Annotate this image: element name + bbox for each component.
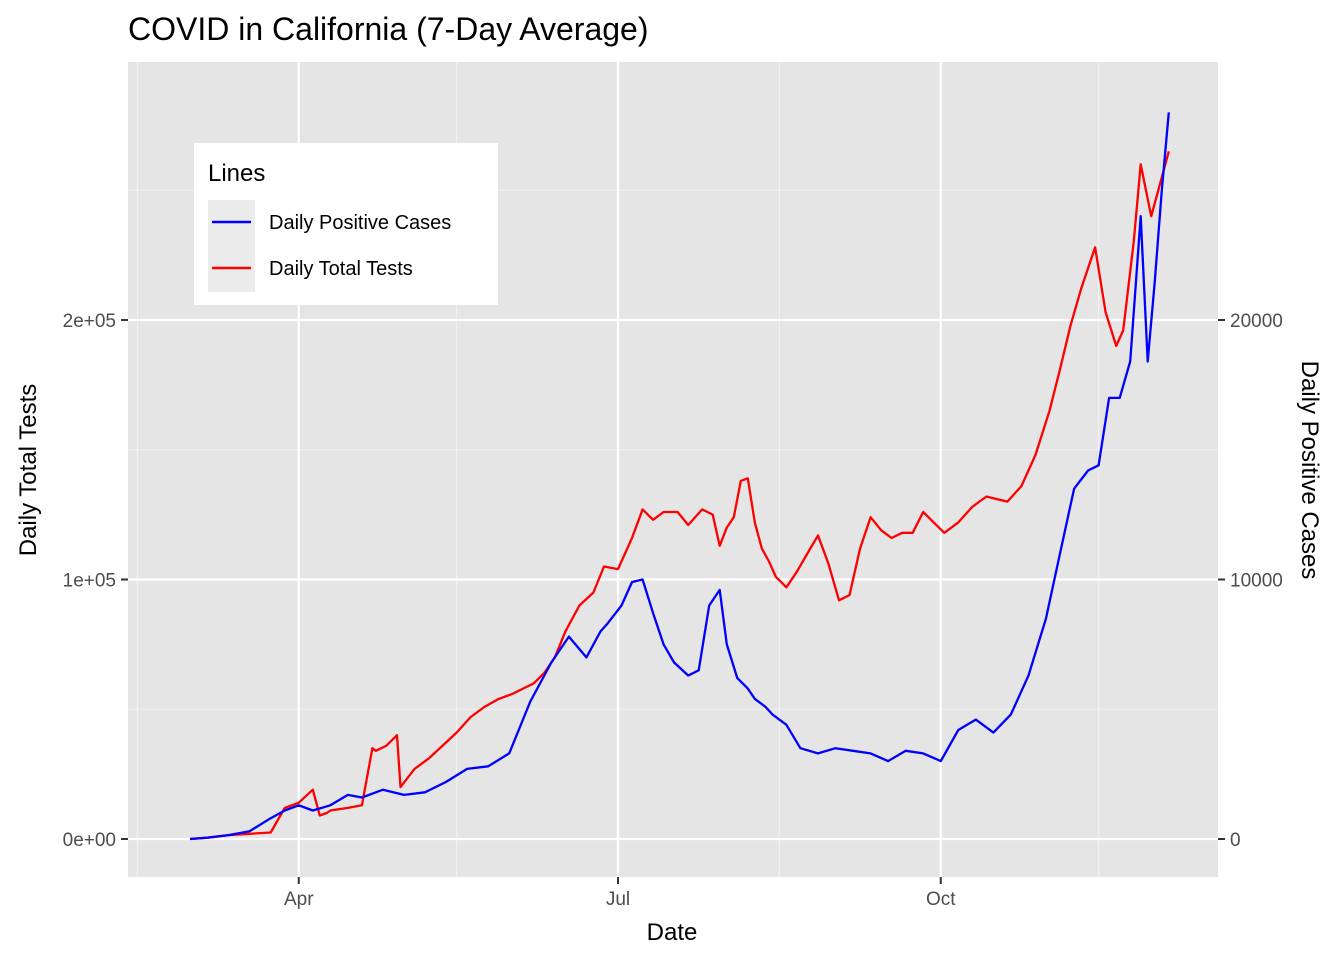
legend-label-total-tests: Daily Total Tests [269, 258, 413, 280]
legend-label-positive-cases: Daily Positive Cases [269, 212, 451, 234]
y-left-tick-label: 1e+05 [63, 571, 116, 592]
chart-title: COVID in California (7-Day Average) [128, 11, 649, 47]
y-axis-left-title: Daily Total Tests [15, 384, 42, 557]
x-axis-title: Date [647, 919, 698, 946]
x-tick-label: Apr [284, 889, 314, 910]
y-right-tick-label: 20000 [1230, 311, 1283, 332]
legend-key-background [208, 200, 255, 292]
y-left-tick-label: 2e+05 [63, 311, 116, 332]
daily-total-tests-line [189, 151, 1170, 841]
daily-positive-cases-line [189, 112, 1170, 841]
y-right-tick-label: 10000 [1230, 571, 1283, 592]
series-layer [189, 112, 1170, 841]
x-tick-label: Oct [926, 889, 956, 910]
x-tick-label: Jul [606, 889, 630, 910]
y-left-tick-label: 0e+00 [63, 830, 116, 851]
y-right-tick-label: 0 [1230, 830, 1241, 851]
legend-title: Lines [208, 160, 265, 187]
y-axis-right-title: Daily Positive Cases [1296, 361, 1323, 580]
axes-layer: Apr Jul Oct 0e+00 1e+05 2e+05 0 10000 20000 [63, 311, 1283, 910]
legend: Lines Daily Positive Cases Daily Total T… [194, 143, 498, 305]
